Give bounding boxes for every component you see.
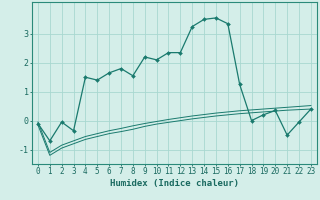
X-axis label: Humidex (Indice chaleur): Humidex (Indice chaleur) <box>110 179 239 188</box>
